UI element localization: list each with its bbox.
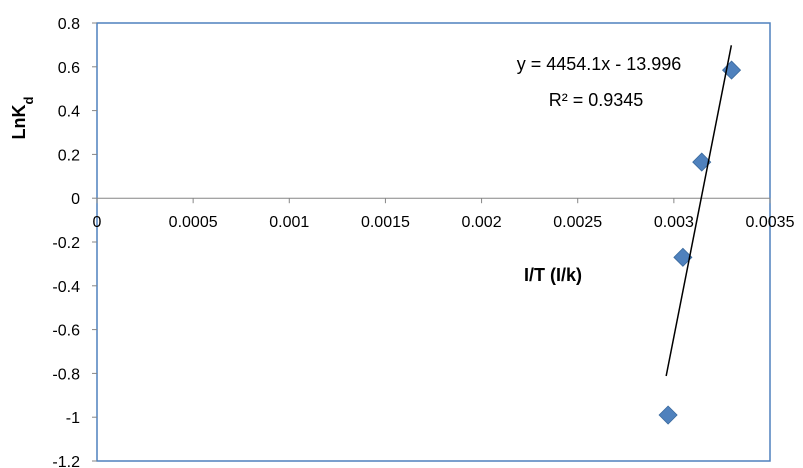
trendline-r-squared: R² = 0.9345 (549, 90, 644, 110)
data-point (673, 247, 693, 267)
x-tick-label: 0.0035 (746, 214, 795, 231)
y-tick-label: 0.8 (58, 16, 80, 33)
x-tick-label: 0.0025 (553, 214, 602, 231)
x-tick-label: 0.002 (462, 214, 502, 231)
y-tick-label: 0.6 (58, 60, 80, 77)
y-tick-label: -0.8 (52, 366, 80, 383)
y-axis-ticks: 0.8 0.6 0.4 0.2 0 -0.2 -0.4 -0.6 -0.8 -1 -1.2 (52, 16, 97, 468)
trendline (665, 45, 733, 377)
x-tick-label: 0.0015 (361, 214, 410, 231)
x-tick-label: 0.003 (654, 214, 694, 231)
x-tick-label: 0.001 (269, 214, 309, 231)
y-tick-label: -0.6 (52, 323, 80, 340)
y-tick-label: -1 (66, 410, 80, 427)
x-axis-ticks: 0 0.0005 0.001 0.0015 0.002 0.0025 0.003 0.0035 (93, 198, 795, 231)
y-axis-title-main: LnK (9, 104, 29, 139)
data-point (658, 405, 678, 425)
plot-area (96, 22, 771, 462)
y-tick-label: 0 (71, 191, 80, 208)
trendline-equation: y = 4454.1x - 13.996 (517, 54, 682, 74)
y-tick-label: -0.2 (52, 235, 80, 252)
data-point (692, 152, 712, 172)
x-axis-title: I/T (I/k) (524, 265, 582, 285)
x-tick-label: 0.0005 (169, 214, 218, 231)
y-tick-label: -1.2 (52, 454, 80, 468)
y-axis-title-subscript: d (21, 96, 36, 104)
y-tick-label: 0.4 (58, 104, 80, 121)
y-tick-label: -0.4 (52, 279, 80, 296)
y-axis-title: LnKd (9, 96, 36, 139)
x-tick-label: 0 (93, 214, 102, 231)
y-tick-label: 0.2 (58, 147, 80, 164)
data-points (658, 60, 742, 425)
